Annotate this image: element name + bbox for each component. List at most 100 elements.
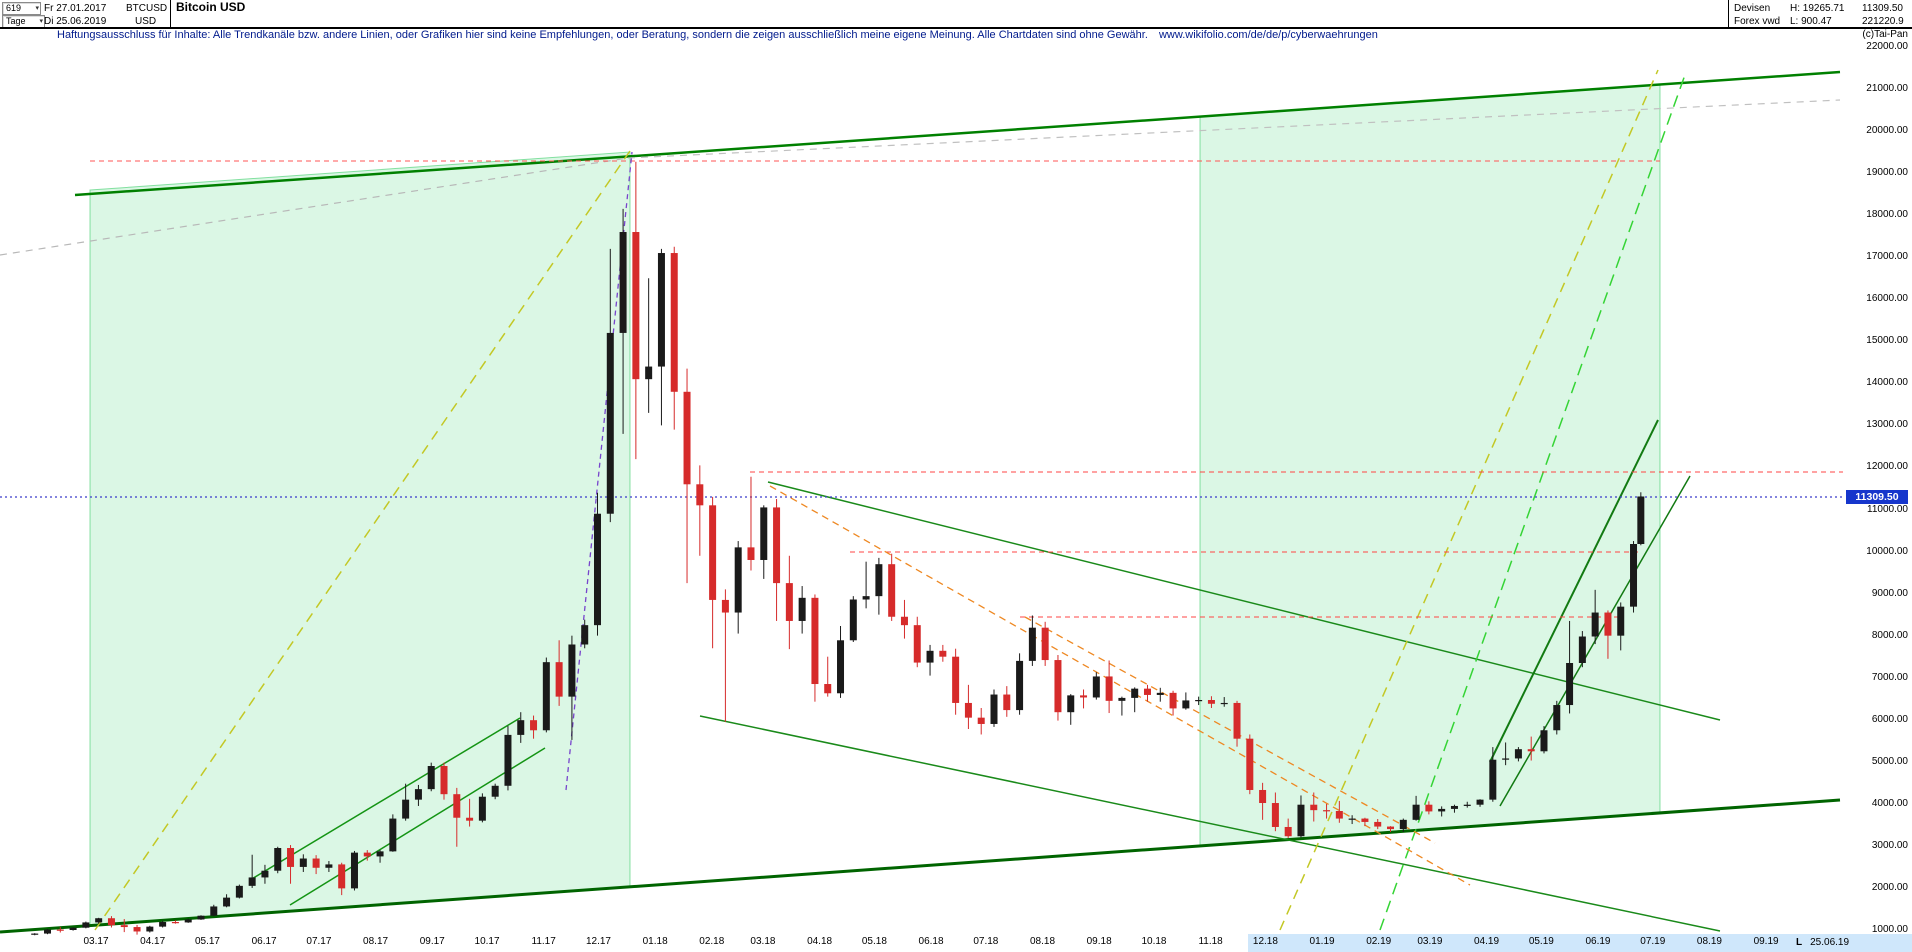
price-axis-label: 19000.00 bbox=[1866, 167, 1908, 179]
candle-body bbox=[670, 253, 678, 392]
candle-body bbox=[1387, 826, 1395, 830]
candle-body bbox=[913, 625, 921, 663]
candle-body bbox=[69, 927, 77, 930]
candle-body bbox=[619, 232, 627, 333]
candle-body bbox=[1028, 627, 1036, 661]
candle-body bbox=[210, 906, 218, 916]
candle-body bbox=[363, 852, 371, 857]
date-axis-label: 12.17 bbox=[585, 936, 611, 947]
candle-body bbox=[440, 766, 448, 795]
price-axis-label: 10000.00 bbox=[1866, 545, 1908, 557]
date-axis-label: 01.19 bbox=[1309, 936, 1335, 947]
price-axis-label: 6000.00 bbox=[1871, 713, 1908, 725]
date-axis-label: 07.19 bbox=[1640, 936, 1666, 947]
candle-body bbox=[453, 794, 461, 818]
candle-body bbox=[952, 656, 960, 703]
feed-label: Forex vwd bbox=[1734, 16, 1781, 27]
rally-trendline-2019-a bbox=[1489, 419, 1659, 763]
candle-body bbox=[1143, 688, 1151, 695]
candle-body bbox=[1182, 700, 1190, 709]
date-axis[interactable]: 03.17 04.17 05.17 06.17 07.17 08.17 09.17 10.17… bbox=[0, 936, 1912, 950]
candle-body bbox=[82, 922, 90, 928]
candle-body bbox=[824, 684, 832, 694]
candle-body bbox=[785, 583, 793, 621]
date-axis-label: 08.17 bbox=[363, 936, 389, 947]
price-axis-label: 8000.00 bbox=[1871, 629, 1908, 641]
date-axis-label: 04.19 bbox=[1474, 936, 1500, 947]
candle-body bbox=[44, 929, 52, 934]
candle-body bbox=[1489, 759, 1497, 800]
price-axis-label: 16000.00 bbox=[1866, 293, 1908, 305]
currency: USD bbox=[135, 16, 157, 27]
candle-body bbox=[504, 734, 512, 786]
price-axis-label: 1000.00 bbox=[1871, 924, 1908, 935]
candle-body bbox=[1080, 695, 1088, 698]
candle-body bbox=[248, 877, 256, 886]
yellow-dashed-trend-2017 bbox=[94, 147, 633, 931]
price-axis-label: 2000.00 bbox=[1871, 881, 1908, 893]
candle-body bbox=[389, 818, 397, 852]
candle-body bbox=[926, 650, 934, 663]
price-axis-label: 15000.00 bbox=[1866, 335, 1908, 347]
candle-body bbox=[875, 564, 883, 597]
disclaimer-text: Haftungsausschluss für Inhalte: Alle Tre… bbox=[57, 29, 1757, 42]
price-axis-label: 22000.00 bbox=[1866, 41, 1908, 52]
last-price-tag: 11309.50 bbox=[1846, 489, 1908, 504]
candle-body bbox=[1207, 699, 1215, 704]
orange-downtrend-b bbox=[1024, 616, 1436, 844]
bars-count-dropdown[interactable]: 619 ▾ bbox=[2, 2, 41, 15]
candle-body bbox=[555, 662, 563, 697]
date-axis-label: 06.17 bbox=[251, 936, 277, 947]
candle-body bbox=[1604, 612, 1612, 636]
candle-body bbox=[1323, 810, 1331, 812]
candle-body bbox=[325, 864, 333, 868]
candle-body bbox=[1003, 694, 1011, 711]
candle-body bbox=[517, 720, 525, 735]
candle-body bbox=[478, 796, 486, 821]
instrument-title: Bitcoin USD bbox=[176, 0, 246, 14]
candle-body bbox=[900, 616, 908, 626]
candle-body bbox=[287, 848, 295, 867]
upper-channel-line bbox=[74, 70, 1841, 197]
last-label: L bbox=[1796, 937, 1803, 948]
date-axis-label: 11.18 bbox=[1198, 936, 1223, 947]
date-axis-label: 10.17 bbox=[474, 936, 500, 947]
dropdown-arrow-icon: ▾ bbox=[39, 18, 43, 25]
candle-body bbox=[1195, 699, 1203, 702]
candle-body bbox=[1637, 496, 1645, 545]
candle-body bbox=[1131, 688, 1139, 698]
candle-body bbox=[1067, 695, 1075, 713]
last-date: 25.06.19 bbox=[1810, 937, 1850, 948]
candle-body bbox=[235, 885, 243, 898]
price-axis-label: 20000.00 bbox=[1866, 125, 1908, 137]
candle-body bbox=[146, 926, 154, 932]
price-axis[interactable]: 22000.00 21000.00 20000.00 19000.00 18000.00… bbox=[1846, 0, 1910, 952]
candle-body bbox=[837, 640, 845, 694]
candle-body bbox=[1630, 544, 1638, 607]
header-divider bbox=[1728, 0, 1729, 27]
candle-body bbox=[721, 599, 729, 613]
candle-body bbox=[581, 625, 589, 645]
candle-body bbox=[1169, 692, 1177, 709]
candle-body bbox=[1220, 702, 1228, 705]
last-quote: 11309.50 bbox=[1862, 3, 1903, 14]
disclaimer-link[interactable]: www.wikifolio.com/de/de/p/cyberwaehrunge… bbox=[1158, 29, 1378, 41]
candle-body bbox=[1041, 627, 1049, 661]
candle-body bbox=[491, 785, 499, 797]
dropdown-arrow-icon: ▾ bbox=[35, 5, 39, 12]
candle-body bbox=[312, 858, 320, 868]
date-axis-label: 01.18 bbox=[642, 936, 668, 947]
date-axis-label: 02.19 bbox=[1366, 936, 1392, 947]
date-to: Di 25.06.2019 bbox=[44, 16, 107, 27]
volume-value: 221220.9 bbox=[1862, 16, 1904, 27]
candle-body bbox=[120, 925, 128, 928]
candle-body bbox=[1054, 660, 1062, 713]
date-axis-label: 04.17 bbox=[140, 936, 166, 947]
candle-body bbox=[568, 644, 576, 697]
candle-body bbox=[593, 513, 601, 626]
date-axis-label: 05.17 bbox=[194, 936, 220, 947]
candle-body bbox=[798, 597, 806, 621]
date-axis-label: 09.19 bbox=[1753, 936, 1779, 947]
candle-body bbox=[350, 852, 358, 889]
